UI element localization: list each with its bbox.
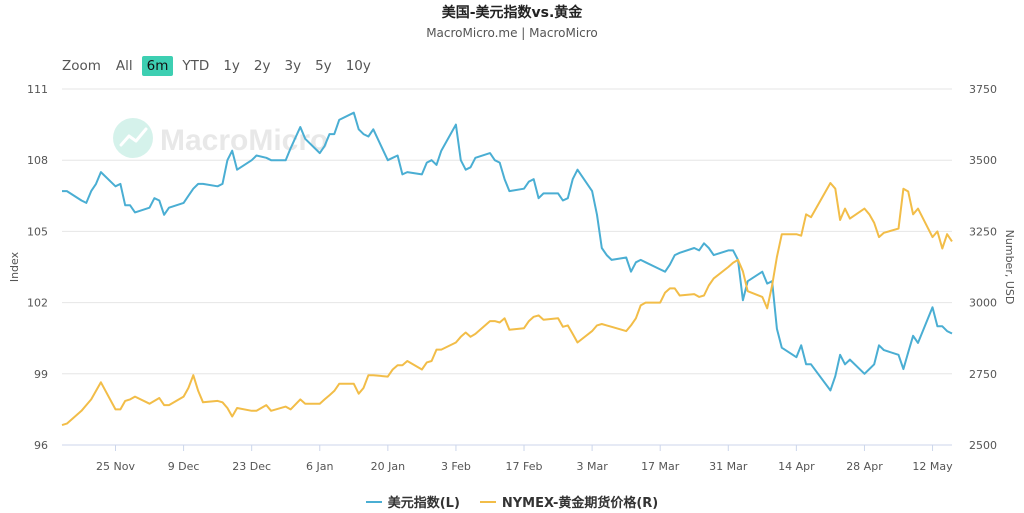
legend-label-gold: NYMEX-黄金期货价格(R) xyxy=(501,496,659,511)
zoom-button-all[interactable]: All xyxy=(115,58,133,74)
y-right-tick-label: 3000 xyxy=(969,297,997,310)
chart-legend: 美元指数(L) NYMEX-黄金期货价格(R) xyxy=(0,492,1024,511)
x-tick-label: 14 Apr xyxy=(778,460,815,473)
y-right-tick-label: 3250 xyxy=(969,225,997,238)
x-tick-label: 9 Dec xyxy=(168,460,200,473)
y-left-tick-label: 96 xyxy=(34,439,48,452)
zoom-button-2y[interactable]: 2y xyxy=(253,58,271,74)
x-tick-label: 23 Dec xyxy=(232,460,271,473)
y-right-tick-label: 3750 xyxy=(969,83,997,96)
x-tick-label: 20 Jan xyxy=(371,460,405,473)
zoom-button-ytd[interactable]: YTD xyxy=(182,58,210,74)
chart-title: 美国-美元指数vs.黄金 xyxy=(441,5,583,21)
zoom-range-selector: Zoom All 6m YTD 1y 2y 3y 5y 10y xyxy=(62,54,380,78)
y-right-tick-label: 3500 xyxy=(969,154,997,167)
y-left-axis-label: Index xyxy=(8,251,21,282)
legend-item-gold[interactable]: NYMEX-黄金期货价格(R) xyxy=(479,492,659,511)
legend-swatch-gold xyxy=(479,500,496,503)
x-tick-label: 12 May xyxy=(912,460,953,473)
y-left-tick-label: 108 xyxy=(27,154,48,167)
legend-label-dxy: 美元指数(L) xyxy=(387,496,460,511)
zoom-button-1y[interactable]: 1y xyxy=(223,58,240,74)
series-line-dxy[interactable] xyxy=(62,111,953,392)
zoom-label: Zoom xyxy=(62,58,101,74)
watermark-text: MacroMicro xyxy=(160,124,328,157)
legend-item-dxy[interactable]: 美元指数(L) xyxy=(365,492,460,511)
zoom-button-6m[interactable]: 6m xyxy=(141,56,174,76)
x-tick-label: 17 Feb xyxy=(506,460,543,473)
legend-swatch-dxy xyxy=(365,500,382,503)
x-tick-label: 28 Apr xyxy=(846,460,883,473)
macromicro-logo-icon xyxy=(113,118,153,158)
y-left-tick-label: 111 xyxy=(27,83,48,96)
zoom-button-10y[interactable]: 10y xyxy=(345,58,371,74)
y-left-tick-label: 105 xyxy=(27,225,48,238)
x-tick-label: 17 Mar xyxy=(641,460,680,473)
x-tick-label: 3 Feb xyxy=(441,460,471,473)
y-right-tick-label: 2750 xyxy=(969,368,997,381)
y-left-tick-label: 102 xyxy=(27,297,48,310)
zoom-button-5y[interactable]: 5y xyxy=(315,58,332,74)
zoom-button-3y[interactable]: 3y xyxy=(284,58,302,74)
x-tick-label: 31 Mar xyxy=(709,460,748,473)
chart-subtitle: MacroMicro.me | MacroMicro xyxy=(426,26,598,40)
y-left-tick-label: 99 xyxy=(34,368,48,381)
series-line-gold[interactable] xyxy=(61,182,953,427)
y-right-tick-label: 2500 xyxy=(969,439,997,452)
x-tick-label: 3 Mar xyxy=(576,460,608,473)
y-right-axis-label: Number, USD xyxy=(1003,230,1016,305)
x-tick-label: 25 Nov xyxy=(96,460,135,473)
x-tick-label: 6 Jan xyxy=(306,460,333,473)
